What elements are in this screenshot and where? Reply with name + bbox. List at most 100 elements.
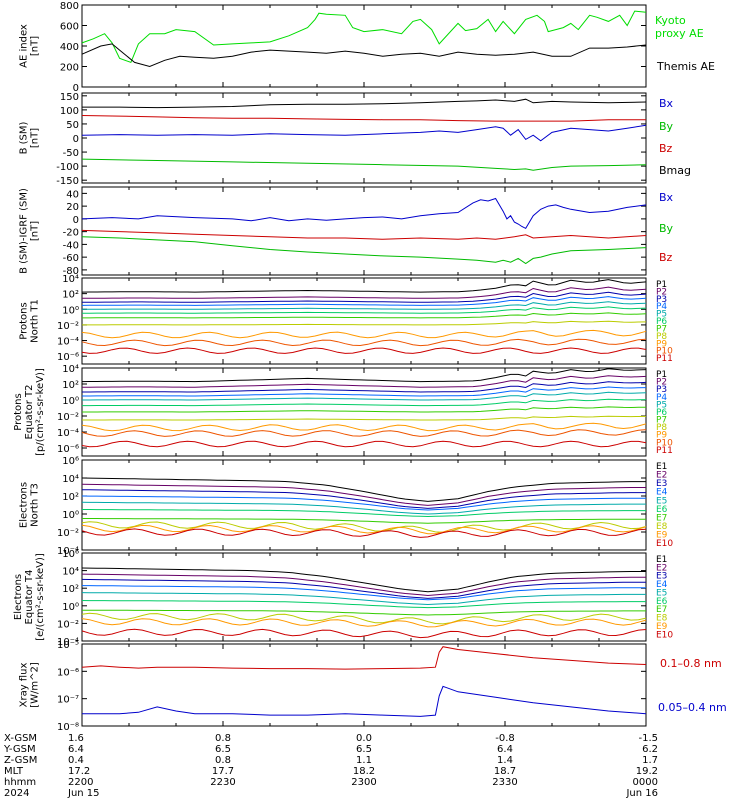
panel-frame	[81, 186, 647, 276]
spectrum-line-p2	[82, 286, 647, 299]
legend-e5: E5	[656, 496, 667, 506]
legend-e3: E3	[656, 479, 667, 489]
legend-themis-ae: Themis AE	[656, 60, 715, 73]
spectrum-line-p6	[82, 306, 647, 314]
axis-tick-value: 6.5	[215, 744, 231, 755]
axis-tick-value: 0.8	[215, 733, 231, 744]
y-axis-label: Electrons	[19, 482, 30, 528]
y-axis-label: Xray flux	[19, 663, 30, 708]
legend-p6: P6	[656, 317, 667, 327]
axis-row-label: Z-GSM	[4, 755, 37, 766]
legend-p9: P9	[656, 339, 667, 349]
y-axis-label: North T3	[30, 483, 41, 527]
series-line-3	[82, 98, 647, 109]
y-tick-label: 10²	[62, 584, 79, 595]
axis-tick-value: 2330	[492, 777, 517, 788]
spectrum-line-e6	[82, 509, 646, 518]
legend-e7: E7	[656, 605, 667, 615]
y-axis-label: [p/(cm²-s-sr-keV)]	[35, 368, 46, 456]
legend-by: By	[659, 120, 674, 133]
y-tick-label: 10²	[62, 492, 79, 503]
legend-p9: P9	[656, 431, 667, 441]
axis-tick-value: 6.4	[497, 744, 513, 755]
y-tick-label: 10⁰	[62, 602, 79, 613]
spectrum-line-p3	[82, 381, 647, 393]
y-tick-label: 10⁶	[62, 549, 79, 560]
axis-tick-value: 18.2	[353, 766, 375, 777]
spectrum-line-p2	[82, 375, 647, 388]
y-tick-label: 10⁻⁷	[57, 695, 79, 706]
spectrum-line-e5	[81, 501, 646, 515]
spectrum-line-p11	[81, 347, 647, 354]
panel-ee: 10⁻⁴ 10⁻² 10⁰ 10² 10⁴ 10⁶ E1E2E3E4E5E6E7E8E9E1…	[13, 549, 673, 648]
y-tick-label: 10⁴	[62, 364, 79, 375]
y-tick-label: 150	[60, 92, 79, 103]
legend-p4: P4	[656, 393, 667, 403]
series-line-0	[81, 10, 647, 64]
y-tick-label: -150	[56, 176, 79, 187]
legend-e3: E3	[656, 572, 667, 582]
axis-row-label: hhmm	[4, 777, 36, 788]
spectrum-line-e3	[81, 578, 646, 599]
y-tick-label: 0	[73, 134, 79, 145]
legend-proxy-ae: proxy AE	[655, 27, 704, 40]
legend-e2: E2	[656, 471, 667, 481]
legend-bz: Bz	[659, 142, 673, 155]
y-tick-label: -80	[63, 266, 79, 277]
legend-e9: E9	[656, 531, 668, 541]
panel-bsm: -150 -100 -50 0 50 100 150 B (SM) [nT] Bx By Bz Bmag	[19, 92, 692, 187]
legend-p11: P11	[656, 446, 673, 456]
spectrum-line-p1	[81, 279, 647, 293]
axis-tick-value: 2230	[210, 777, 235, 788]
panel-bdiff: -80 -60 -40-20 0 20 40 B (SM)-IGRF (SM) [nT] Bx B…	[19, 186, 674, 277]
y-tick-label: 10⁻⁸	[57, 722, 79, 733]
y-tick-label: 50	[66, 120, 79, 131]
y-tick-label: 10²	[62, 290, 79, 301]
series-line-1	[81, 236, 647, 265]
xray-line-1	[82, 685, 647, 717]
y-tick-label: 20	[66, 202, 79, 213]
axis-tick-value: 19.2	[636, 766, 658, 777]
axis-tick-value: 0.0	[356, 733, 372, 744]
legend-e8: E8	[656, 614, 668, 624]
legend-e4: E4	[656, 488, 668, 498]
axis-tick-value: 18.7	[494, 766, 516, 777]
axis-row-label: X-GSM	[4, 733, 37, 744]
spectrum-line-p5	[81, 301, 647, 310]
y-tick-label: -40	[63, 240, 79, 251]
axis-tick-value: 6.2	[642, 744, 658, 755]
spectrum-line-e4	[81, 495, 646, 511]
spectrum-line-p11	[81, 440, 647, 448]
legend-p2: P2	[656, 287, 667, 297]
spectrum-line-p1	[81, 368, 647, 383]
spectrum-line-e3	[81, 489, 646, 509]
y-tick-label: 10⁰	[62, 305, 79, 316]
spectrum-line-e8	[81, 612, 647, 625]
legend-p8: P8	[656, 332, 667, 342]
axis-tick-value: -1.5	[638, 733, 658, 744]
series-line-0	[81, 197, 647, 230]
legend-xray-short: 0.05–0.4 nm	[658, 701, 727, 714]
spectrum-line-p4	[81, 296, 647, 306]
legend-e9: E9	[656, 622, 668, 632]
spectrum-line-p7	[82, 312, 647, 319]
legend-e4: E4	[656, 580, 668, 590]
y-axis-label: [nT]	[30, 128, 41, 148]
legend-xray-long: 0.1–0.8 nm	[660, 657, 722, 670]
y-tick-label: 10⁻⁶	[57, 667, 79, 678]
y-tick-label: 10⁻²	[57, 619, 79, 630]
y-axis-label: [nT]	[30, 36, 41, 56]
axis-tick-value: 17.2	[68, 766, 90, 777]
axis-tick-value: 1.1	[356, 755, 372, 766]
legend-bmag: Bmag	[659, 164, 691, 177]
legend-p5: P5	[656, 310, 667, 320]
y-tick-label: 10⁻⁴	[57, 546, 79, 557]
y-tick-label: 10⁻²	[57, 412, 79, 423]
spectrum-line-e4	[82, 585, 646, 601]
y-tick-label: 0	[73, 215, 79, 226]
y-tick-label: -50	[63, 148, 79, 159]
y-tick-label: 800	[60, 1, 79, 12]
